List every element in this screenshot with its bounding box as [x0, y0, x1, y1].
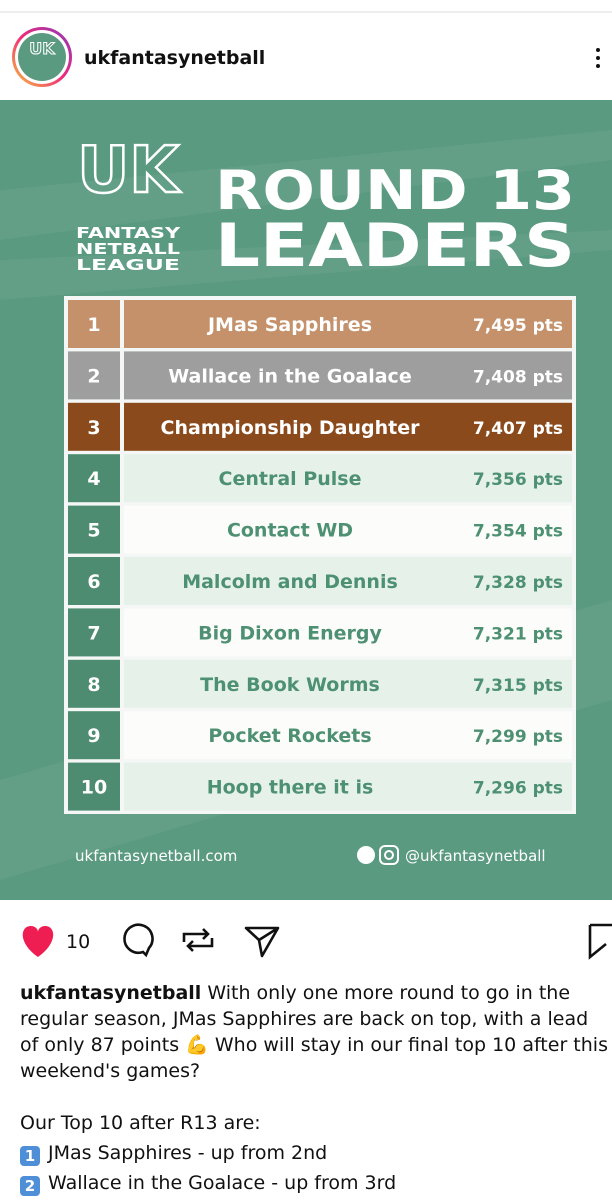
repost-button[interactable]	[182, 928, 214, 952]
team-name: Contact WD	[227, 520, 353, 542]
rank: 4	[87, 468, 100, 490]
instagram-icon	[379, 845, 399, 865]
team-cell	[124, 557, 572, 605]
rank-cell	[68, 300, 120, 348]
team-cell	[124, 711, 572, 760]
rank-cell	[68, 659, 120, 708]
rank-key: 2	[20, 1176, 40, 1196]
rank: 7	[87, 622, 100, 644]
team-cell	[124, 608, 572, 657]
points: 7,495 pts	[473, 316, 563, 336]
rank: 3	[87, 417, 100, 439]
points: 7,356 pts	[473, 470, 563, 490]
points: 7,328 pts	[473, 573, 563, 593]
handle: @ukfantasynetball	[405, 847, 546, 865]
rank: 1	[87, 314, 100, 336]
instagram-icon-lens	[384, 850, 394, 860]
title-line: ROUND 13	[215, 159, 575, 222]
like-count[interactable]: 10	[66, 931, 90, 953]
team-cell	[124, 505, 572, 554]
rank-cell	[68, 608, 120, 657]
team-name: Central Pulse	[219, 468, 362, 490]
rank-cell	[68, 402, 120, 451]
rank: 6	[87, 571, 100, 593]
team-name: Championship Daughter	[161, 417, 421, 439]
points: 7,296 pts	[473, 779, 563, 799]
team-cell	[124, 454, 572, 503]
facebook-icon	[357, 846, 375, 864]
logo-mark: UK	[77, 134, 181, 208]
list-heading: Our Top 10 after R13 are:	[20, 1112, 261, 1134]
save-button[interactable]	[588, 923, 612, 960]
list-item: 1 JMas Sapphires - up from 2nd	[20, 1140, 612, 1166]
leaderboard: 1 JMas Sapphires 7,495 pts 2 Wallace in the …	[68, 300, 572, 811]
rank: 5	[87, 520, 100, 542]
caption-body: ukfantasynetball With only one more roun…	[20, 980, 610, 1084]
share-button[interactable]	[244, 926, 280, 958]
rank-cell	[68, 711, 120, 760]
team-cell	[124, 402, 572, 451]
team-name: Big Dixon Energy	[198, 622, 382, 644]
team-cell	[124, 762, 572, 811]
rank-key: 1	[20, 1146, 40, 1166]
rank: 10	[81, 777, 107, 799]
rank-cell	[68, 351, 120, 400]
list-item: 2 Wallace in the Goalace - up from 3rd	[20, 1170, 612, 1196]
team-name: Malcolm and Dennis	[182, 571, 398, 593]
caption-username[interactable]: ukfantasynetball	[20, 982, 202, 1004]
caption: ukfantasynetball With only one more roun…	[20, 980, 612, 1196]
points: 7,407 pts	[473, 419, 563, 439]
rank: 2	[87, 365, 100, 387]
team-name: Hoop there it is	[207, 777, 374, 799]
rank-cell	[68, 557, 120, 605]
points: 7,315 pts	[473, 676, 563, 696]
team-name: The Book Worms	[200, 674, 380, 696]
points: 7,354 pts	[473, 522, 563, 542]
team-name: JMas Sapphires	[206, 314, 372, 336]
points: 7,408 pts	[473, 367, 563, 387]
logo-line: LEAGUE	[76, 256, 180, 274]
rank: 8	[87, 674, 100, 696]
rank-cell	[68, 762, 120, 811]
avatar-mark: UK	[29, 39, 55, 58]
like-button[interactable]	[22, 926, 54, 957]
logo-line: NETBALL	[76, 240, 181, 258]
rank: 9	[87, 725, 100, 747]
logo-line: FANTASY	[76, 224, 182, 242]
rank-cell	[68, 505, 120, 554]
rank-cell	[68, 454, 120, 503]
team-name: Wallace in the Goalace	[168, 365, 411, 387]
team-cell	[124, 300, 572, 348]
stripe	[0, 230, 612, 300]
caption-text: With only one more round to go in the re…	[20, 982, 608, 1082]
title-line: LEADERS	[215, 211, 575, 281]
username[interactable]: ukfantasynetball	[84, 47, 265, 69]
stripe	[0, 130, 612, 240]
team-cell	[124, 351, 572, 400]
post: UK ukfantasynetball UK FANTASYNETBALLLEA…	[0, 11, 612, 960]
points: 7,299 pts	[473, 727, 563, 747]
avatar	[18, 33, 66, 81]
item-text: Wallace in the Goalace - up from 3rd	[48, 1172, 397, 1194]
more-menu[interactable]	[596, 48, 600, 68]
team-name: Pocket Rockets	[208, 725, 371, 747]
item-text: JMas Sapphires - up from 2nd	[48, 1142, 328, 1164]
website[interactable]: ukfantasynetball.com	[75, 847, 237, 865]
points: 7,321 pts	[473, 624, 563, 644]
team-cell	[124, 659, 572, 708]
comment-button[interactable]	[123, 923, 154, 958]
